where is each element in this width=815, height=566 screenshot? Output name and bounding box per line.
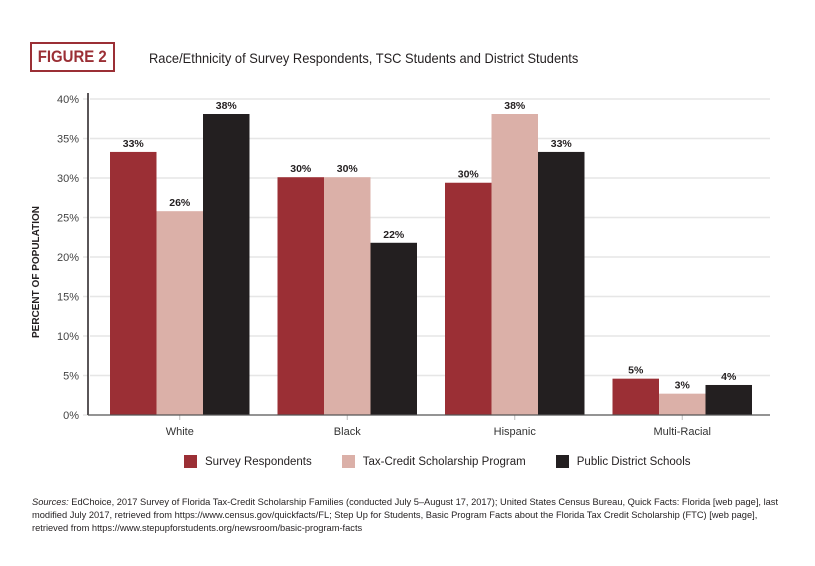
y-tick-label: 10% [57,331,79,343]
y-tick-label: 35% [57,134,79,146]
bar-white-0 [110,151,157,415]
x-category-label: White [166,426,194,438]
bar-hispanic-0 [445,182,492,415]
data-label: 30% [290,163,312,175]
legend-item: Tax-Credit Scholarship Program [341,455,526,468]
y-axis-label: PERCENT OF POPULATION [31,206,42,338]
y-tick-label: 40% [57,94,79,106]
legend-label: Survey Respondents [205,455,312,468]
bar-hispanic-1 [491,114,538,415]
chart-title: Race/Ethnicity of Survey Respondents, TS… [149,50,579,66]
bar-multi-racial-0 [612,378,659,415]
x-category-label: Hispanic [494,426,537,438]
data-label: 26% [169,197,191,209]
data-label: 30% [458,169,480,181]
bar-multi-racial-2 [705,384,752,415]
figure-label: FIGURE 2 [38,47,107,66]
bar-chart: 0% 5% 10% 15% 20% 25% 30% 35% 40% 33% 26% 38% 30% 30… [31,93,770,438]
legend-label: Tax-Credit Scholarship Program [362,455,526,468]
figure-label-box: FIGURE 2 [30,42,115,72]
data-label: 30% [337,163,359,175]
bars [110,114,752,415]
data-label: 33% [123,138,145,150]
x-category-label: Black [334,426,361,438]
x-axis-categories: White Black Hispanic Multi-Racial [166,415,711,438]
data-label: 4% [721,371,737,383]
data-labels: 33% 26% 38% 30% 30% 22% 30% 38% 33% 5% 3% 4% [123,100,737,392]
legend-item: Survey Respondents [184,455,312,468]
data-label: 38% [216,100,238,112]
bar-multi-racial-1 [659,393,706,415]
x-category-label: Multi-Racial [654,426,711,438]
data-label: 33% [551,138,573,150]
y-tick-label: 30% [57,173,79,185]
legend-item: Public District Schools [555,455,691,468]
bar-black-2 [370,242,417,415]
bar-black-0 [277,177,324,415]
legend-swatch [341,455,355,468]
bar-white-2 [203,114,250,415]
legend-label: Public District Schools [576,455,691,468]
data-label: 22% [383,229,405,241]
legend-swatch [555,455,569,468]
y-tick-label: 15% [57,292,79,304]
data-label: 3% [675,380,691,392]
bar-white-1 [156,211,203,415]
bar-hispanic-2 [538,151,585,415]
y-tick-label: 25% [57,213,79,225]
y-axis-ticks: 0% 5% 10% 15% 20% 25% 30% 35% 40% [57,94,88,422]
bar-black-1 [324,177,371,415]
y-tick-label: 5% [63,371,79,383]
sources-note: Sources: EdChoice, 2017 Survey of Florid… [32,496,792,536]
sources-text: EdChoice, 2017 Survey of Florida Tax-Cre… [32,497,779,534]
legend-swatch [184,455,197,468]
sources-prefix: Sources: [32,497,69,507]
data-label: 38% [504,100,526,112]
legend: Survey Respondents Tax-Credit Scholarship… [184,455,721,468]
y-tick-label: 0% [63,410,79,422]
data-label: 5% [628,365,644,377]
y-tick-label: 20% [57,252,79,264]
